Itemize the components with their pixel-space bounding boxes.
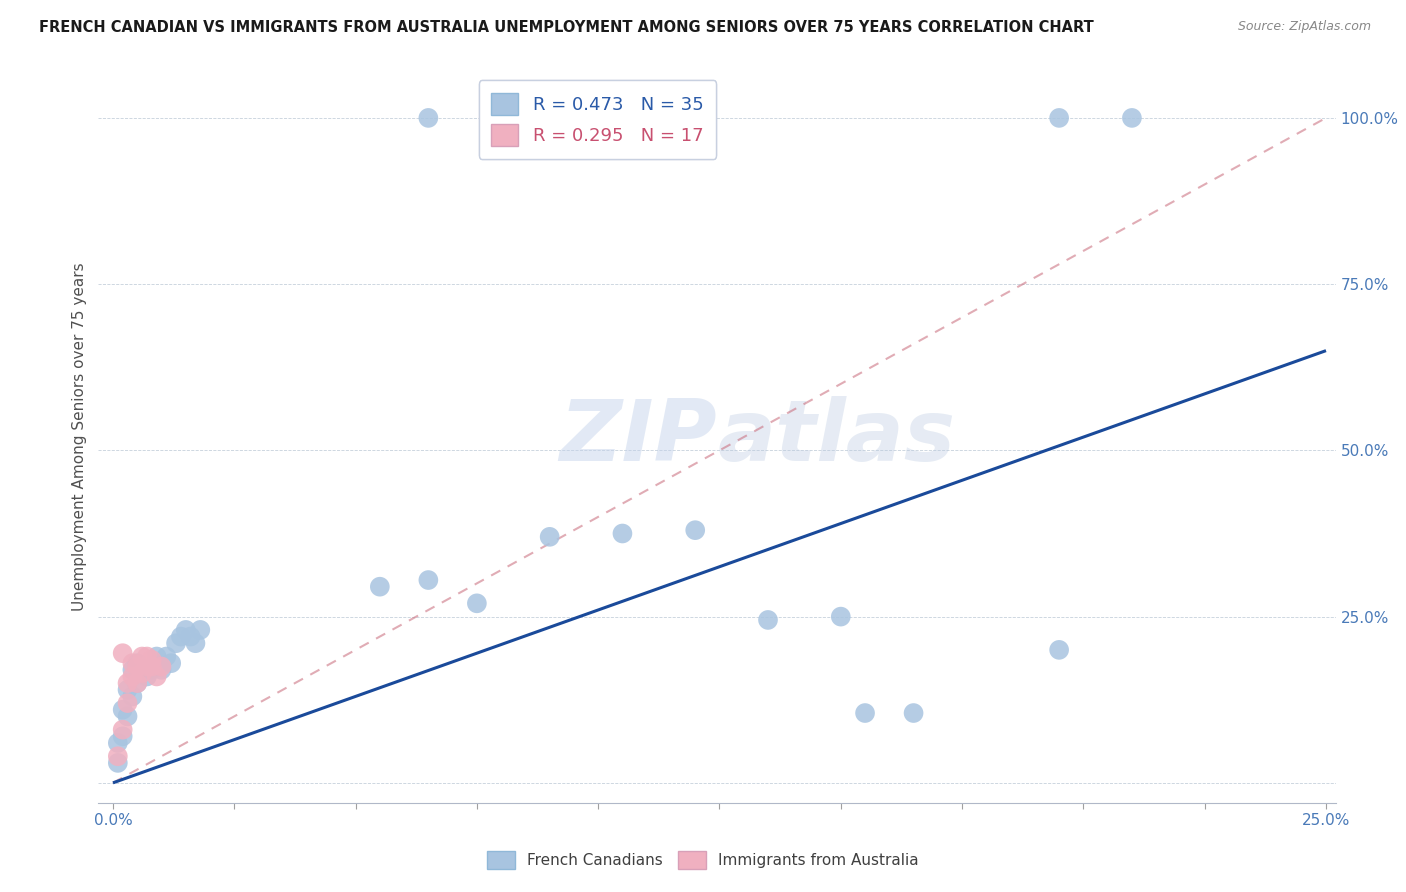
Point	[121, 656, 143, 670]
Point	[117, 709, 139, 723]
Text: atlas: atlas	[717, 395, 955, 479]
Point	[150, 663, 173, 677]
Point	[1047, 643, 1070, 657]
Point	[418, 573, 440, 587]
Point	[127, 656, 149, 670]
Point	[538, 530, 561, 544]
Point	[111, 646, 134, 660]
Text: Source: ZipAtlas.com: Source: ZipAtlas.com	[1237, 20, 1371, 33]
Point	[127, 676, 149, 690]
Point	[160, 656, 183, 670]
Point	[830, 609, 852, 624]
Point	[170, 630, 193, 644]
Point	[131, 663, 153, 677]
Text: FRENCH CANADIAN VS IMMIGRANTS FROM AUSTRALIA UNEMPLOYMENT AMONG SENIORS OVER 75 : FRENCH CANADIAN VS IMMIGRANTS FROM AUSTR…	[39, 20, 1094, 35]
Point	[1121, 111, 1143, 125]
Point	[131, 649, 153, 664]
Point	[141, 663, 163, 677]
Point	[145, 669, 167, 683]
Point	[165, 636, 187, 650]
Point	[612, 526, 634, 541]
Point	[141, 659, 163, 673]
Point	[117, 676, 139, 690]
Point	[131, 666, 153, 681]
Point	[155, 649, 177, 664]
Point	[117, 696, 139, 710]
Legend: French Canadians, Immigrants from Australia: French Canadians, Immigrants from Austra…	[481, 845, 925, 875]
Point	[111, 723, 134, 737]
Point	[121, 690, 143, 704]
Point	[1047, 111, 1070, 125]
Point	[141, 653, 163, 667]
Point	[121, 663, 143, 677]
Y-axis label: Unemployment Among Seniors over 75 years: Unemployment Among Seniors over 75 years	[72, 263, 87, 611]
Point	[136, 649, 159, 664]
Point	[145, 649, 167, 664]
Point	[136, 659, 159, 673]
Point	[180, 630, 202, 644]
Point	[756, 613, 779, 627]
Point	[107, 736, 129, 750]
Point	[107, 749, 129, 764]
Point	[150, 659, 173, 673]
Point	[903, 706, 925, 720]
Point	[127, 676, 149, 690]
Text: ZIP: ZIP	[560, 395, 717, 479]
Point	[136, 669, 159, 683]
Point	[111, 703, 134, 717]
Point	[111, 729, 134, 743]
Point	[368, 580, 391, 594]
Point	[107, 756, 129, 770]
Point	[184, 636, 207, 650]
Point	[188, 623, 211, 637]
Point	[121, 669, 143, 683]
Point	[127, 659, 149, 673]
Point	[465, 596, 488, 610]
Legend: R = 0.473   N = 35, R = 0.295   N = 17: R = 0.473 N = 35, R = 0.295 N = 17	[478, 80, 716, 159]
Point	[117, 682, 139, 697]
Point	[853, 706, 876, 720]
Point	[683, 523, 706, 537]
Point	[174, 623, 197, 637]
Point	[418, 111, 440, 125]
